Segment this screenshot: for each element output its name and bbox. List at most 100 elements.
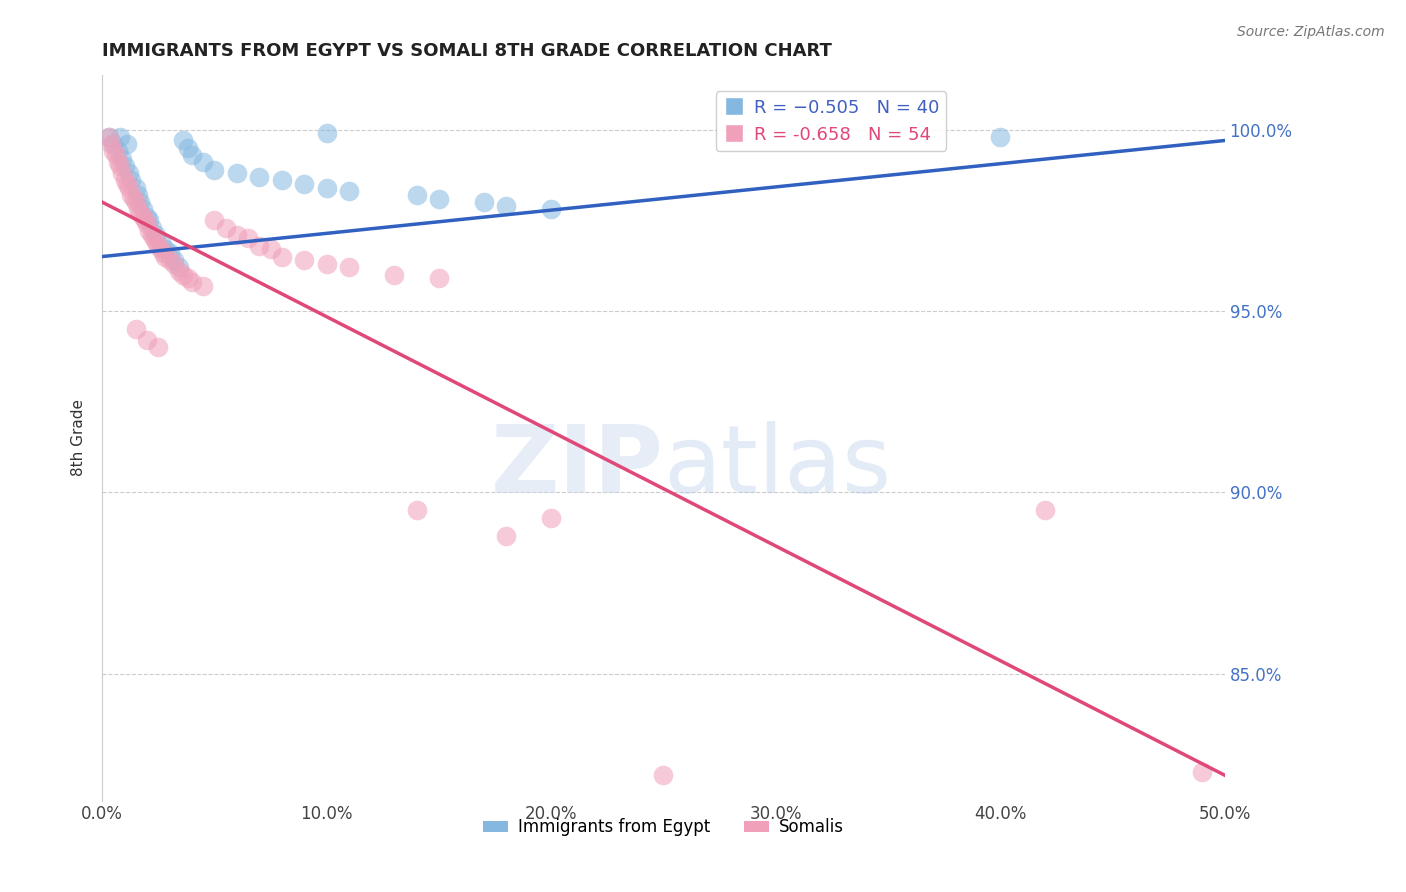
Point [236, 231, 259, 245]
Point [405, 503, 427, 517]
Text: atlas: atlas [664, 421, 891, 513]
Point [148, 340, 170, 354]
Point [226, 227, 249, 242]
Point [138, 224, 160, 238]
Point [142, 231, 165, 245]
Point [163, 253, 186, 268]
Point [315, 257, 337, 271]
Point [145, 227, 167, 242]
Point [315, 126, 337, 140]
Point [167, 260, 190, 275]
Point [118, 166, 141, 180]
Point [337, 260, 360, 275]
Point [270, 250, 292, 264]
Point [127, 187, 149, 202]
Point [125, 180, 148, 194]
Point [172, 268, 194, 282]
Point [148, 238, 170, 252]
Point [153, 242, 176, 256]
Point [652, 768, 675, 782]
Point [472, 195, 495, 210]
Point [181, 148, 204, 162]
Point [138, 213, 160, 227]
Point [382, 268, 405, 282]
Legend: R = −0.505   N = 40, R = -0.658   N = 54: R = −0.505 N = 40, R = -0.658 N = 54 [716, 92, 946, 151]
Point [153, 250, 176, 264]
Point [125, 195, 148, 210]
Point [136, 210, 159, 224]
Point [226, 166, 249, 180]
Point [159, 246, 181, 260]
Point [115, 177, 138, 191]
Point [270, 173, 292, 187]
Y-axis label: 8th Grade: 8th Grade [72, 400, 86, 476]
Point [97, 129, 120, 144]
Point [120, 187, 142, 202]
Point [129, 195, 152, 210]
Point [122, 192, 145, 206]
Point [114, 159, 136, 173]
Point [118, 180, 141, 194]
Point [107, 155, 129, 169]
Point [100, 137, 122, 152]
Point [125, 322, 148, 336]
Point [176, 271, 198, 285]
Point [172, 134, 194, 148]
Point [136, 217, 159, 231]
Point [427, 271, 450, 285]
Point [1033, 503, 1056, 517]
Point [193, 155, 215, 169]
Point [337, 184, 360, 198]
Point [131, 202, 153, 217]
Point [145, 235, 167, 249]
Point [427, 192, 450, 206]
Point [193, 278, 215, 293]
Point [405, 187, 427, 202]
Point [104, 148, 127, 162]
Point [1191, 764, 1213, 779]
Point [97, 129, 120, 144]
Point [129, 206, 152, 220]
Point [141, 227, 163, 242]
Point [247, 238, 270, 252]
Point [315, 180, 337, 194]
Point [103, 137, 125, 152]
Point [131, 210, 153, 224]
Point [141, 220, 163, 235]
Point [292, 177, 315, 191]
Text: IMMIGRANTS FROM EGYPT VS SOMALI 8TH GRADE CORRELATION CHART: IMMIGRANTS FROM EGYPT VS SOMALI 8TH GRAD… [103, 42, 832, 60]
Point [108, 129, 131, 144]
Point [120, 173, 142, 187]
Point [107, 145, 129, 159]
Point [540, 510, 562, 524]
Point [495, 199, 517, 213]
Point [134, 213, 156, 227]
Text: ZIP: ZIP [491, 421, 664, 513]
Point [204, 162, 226, 177]
Point [111, 166, 134, 180]
Point [247, 169, 270, 184]
Point [115, 137, 138, 152]
Point [181, 275, 204, 289]
Point [176, 141, 198, 155]
Point [167, 264, 190, 278]
Point [114, 173, 136, 187]
Point [163, 257, 186, 271]
Point [495, 529, 517, 543]
Point [215, 220, 238, 235]
Point [204, 213, 226, 227]
Text: Source: ZipAtlas.com: Source: ZipAtlas.com [1237, 25, 1385, 39]
Point [149, 242, 172, 256]
Point [540, 202, 562, 217]
Point [259, 242, 281, 256]
Point [292, 253, 315, 268]
Point [159, 253, 181, 268]
Point [152, 246, 174, 260]
Point [136, 333, 159, 347]
Point [127, 202, 149, 217]
Point [103, 145, 125, 159]
Point [149, 235, 172, 249]
Point [111, 152, 134, 166]
Point [108, 159, 131, 173]
Point [988, 129, 1011, 144]
